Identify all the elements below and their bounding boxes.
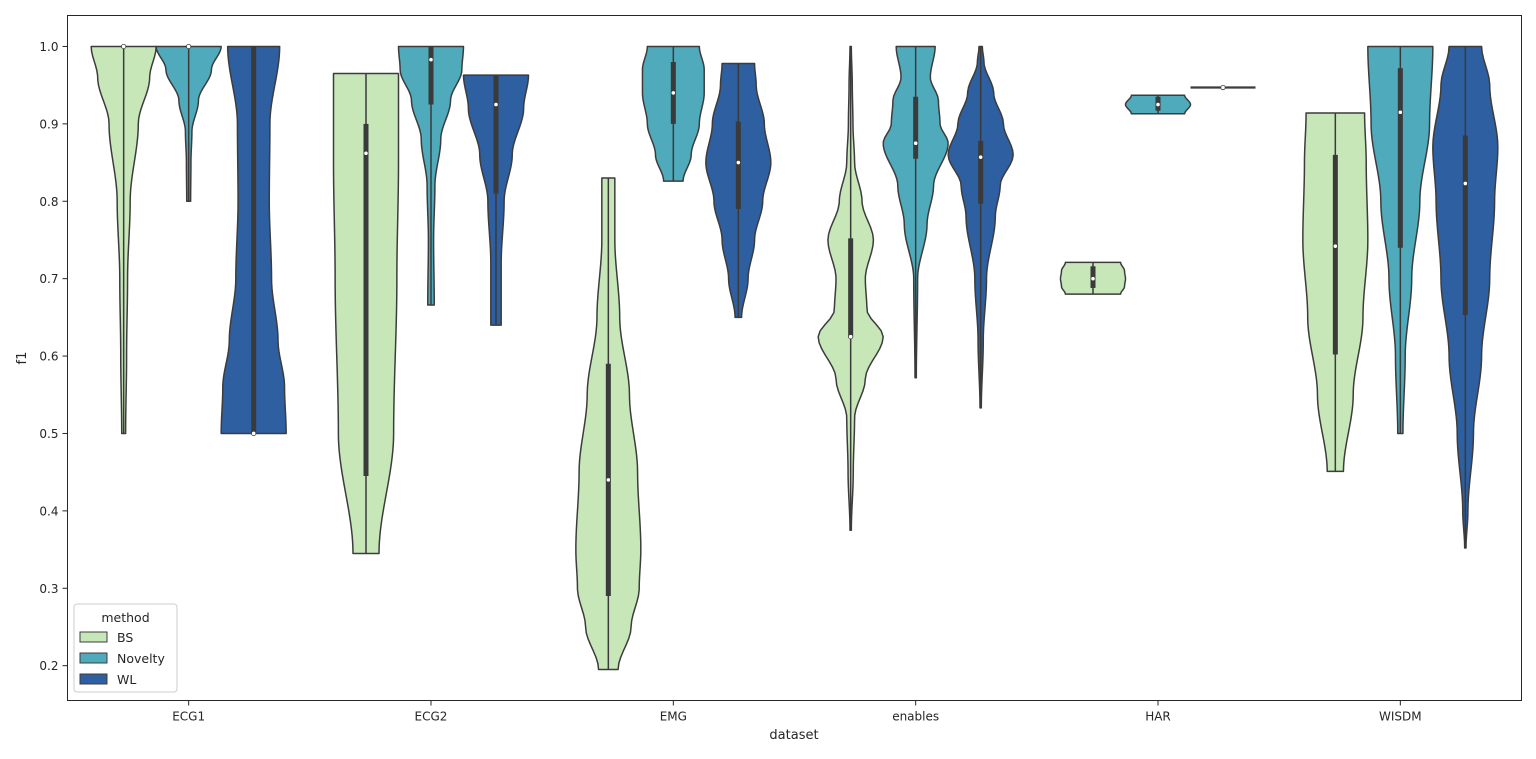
violin-median-point [493, 101, 499, 108]
violin-enables-novelty [882, 45, 949, 379]
violin-median-point [848, 334, 854, 340]
violin-median-point [121, 43, 127, 50]
legend-title: method [101, 610, 149, 625]
violin-median-point [1397, 109, 1403, 115]
x-tick-label: HAR [1145, 710, 1171, 724]
y-tick-label: 0.8 [39, 195, 58, 209]
violin-ecg2-novelty [397, 45, 465, 306]
violin-ecg2-wl [462, 74, 530, 326]
legend-label-bs: BS [117, 630, 133, 645]
violin-wisdm-wl [1432, 45, 1499, 549]
y-tick-label: 0.4 [39, 504, 58, 518]
violin-median-point [605, 477, 611, 483]
y-axis-label: f1 [15, 352, 30, 365]
legend-swatch-novelty [79, 652, 108, 664]
violin-emg-bs [575, 177, 642, 671]
violin-median-point [1332, 243, 1338, 249]
violin-median-point [670, 90, 676, 96]
y-tick-label: 0.3 [39, 582, 58, 596]
legend-swatch-bs [79, 631, 108, 643]
violin-har-novelty [1124, 94, 1192, 115]
violin-emg-novelty [641, 45, 705, 182]
violin-median-point [186, 43, 192, 50]
violin-har-bs [1059, 261, 1127, 295]
violin-ecg1-bs [90, 43, 157, 435]
y-tick-label: 0.2 [39, 659, 58, 673]
plot-frame [67, 15, 1522, 701]
x-tick-label: WISDM [1379, 710, 1422, 724]
violin-median-point [1462, 180, 1468, 187]
violin-median-point [978, 154, 984, 160]
violin-median-point [1220, 84, 1226, 91]
y-tick-label: 0.9 [39, 117, 58, 131]
legend-swatch-wl [79, 673, 108, 685]
violin-wisdm-novelty [1367, 45, 1434, 435]
violin-median-point [363, 150, 369, 156]
violin-emg-wl [705, 62, 772, 319]
violin-enables-bs [817, 45, 884, 531]
violin-ecg2-bs [332, 72, 400, 555]
violin-enables-wl [947, 45, 1014, 409]
x-tick-label: EMG [660, 710, 687, 724]
x-axis: ECG1 ECG2 EMG enables HAR WISDM [172, 700, 1422, 724]
violin-median-point [428, 57, 434, 63]
legend-label-novelty: Novelty [117, 651, 165, 666]
x-axis-label: dataset [769, 728, 818, 743]
violin-median-point [251, 430, 257, 437]
violin-har-wl [1190, 84, 1256, 91]
y-axis: 0.2 0.3 0.4 0.5 0.6 0.7 0.8 0.9 1.0 [39, 40, 68, 673]
legend-frame [73, 603, 178, 693]
x-tick-label: ECG1 [172, 710, 205, 724]
violin-ecg1-novelty [155, 43, 222, 203]
violin-median-point [913, 140, 919, 146]
y-tick-label: 0.6 [39, 350, 58, 364]
x-tick-label: ECG2 [415, 710, 448, 724]
legend: method BS Novelty WL [73, 603, 178, 693]
legend-label-wl: WL [117, 672, 136, 687]
x-tick-label: enables [892, 710, 939, 724]
y-tick-label: 0.5 [39, 427, 58, 441]
violin-median-point [735, 159, 741, 166]
violin-wisdm-bs [1302, 112, 1369, 473]
y-tick-label: 1.0 [39, 40, 58, 54]
y-tick-label: 0.7 [39, 272, 58, 286]
violin-median-point [1090, 276, 1096, 282]
violin-ecg1-wl [220, 45, 287, 437]
violins-layer [90, 43, 1499, 671]
violin-median-point [1155, 101, 1161, 108]
